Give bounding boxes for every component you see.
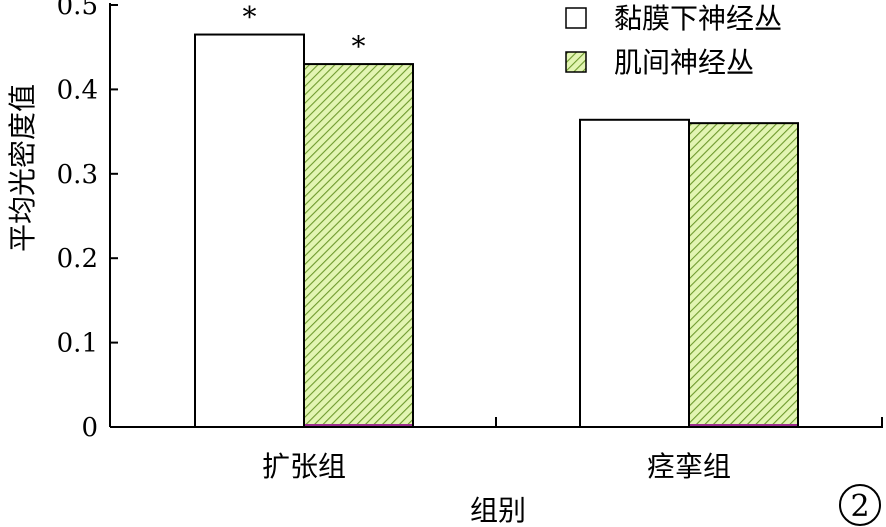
y-tick-label: 0.3 [57, 160, 98, 190]
legend-label: 黏膜下神经丛 [614, 2, 782, 35]
legend-label: 肌间神经丛 [614, 46, 754, 79]
significance-mark: * [352, 30, 366, 63]
x-category-label: 扩张组 [262, 450, 346, 483]
y-tick-label: 0.2 [57, 244, 98, 274]
legend-swatch-1 [565, 51, 587, 73]
y-tick-label: 0 [81, 413, 98, 443]
x-axis-title: 组别 [470, 494, 526, 527]
axes-layer [109, 3, 883, 428]
panel-label-text: 2 [850, 489, 869, 524]
x-category-label: 痉挛组 [647, 450, 731, 483]
panel-label-circle [839, 484, 881, 526]
bar-myenteric-1 [688, 122, 799, 428]
bars-layer [194, 33, 799, 429]
legend-swatch-0 [565, 7, 587, 29]
y-tick-label: 0.1 [57, 329, 98, 359]
bar-submucosal-1 [579, 118, 690, 428]
y-axis-title: 平均光密度值 [6, 84, 39, 252]
significance-mark: * [243, 1, 257, 34]
bar-myenteric-0 [303, 63, 414, 429]
bar-submucosal-0 [194, 33, 305, 428]
y-tick-label: 0.5 [57, 0, 98, 21]
y-tick-label: 0.4 [57, 75, 98, 105]
